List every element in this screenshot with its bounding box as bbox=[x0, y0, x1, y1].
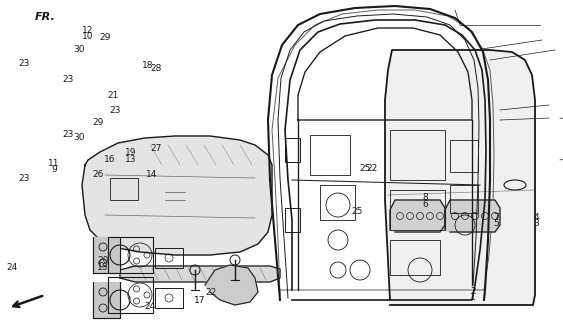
Polygon shape bbox=[93, 282, 120, 318]
Polygon shape bbox=[390, 200, 445, 232]
Polygon shape bbox=[93, 237, 120, 273]
Text: 10: 10 bbox=[82, 32, 93, 41]
Bar bbox=[155, 288, 183, 308]
Text: 24: 24 bbox=[7, 263, 18, 272]
Bar bbox=[285, 208, 300, 232]
Bar bbox=[450, 140, 478, 172]
Text: 23: 23 bbox=[62, 76, 73, 84]
Text: FR.: FR. bbox=[35, 12, 56, 22]
Text: 17: 17 bbox=[194, 296, 205, 305]
Polygon shape bbox=[205, 265, 258, 305]
Text: 22: 22 bbox=[205, 288, 216, 297]
Text: 29: 29 bbox=[92, 118, 104, 127]
Text: 1: 1 bbox=[470, 293, 476, 302]
Bar bbox=[320, 185, 355, 220]
Text: 24: 24 bbox=[144, 302, 155, 311]
Text: 25: 25 bbox=[359, 164, 370, 173]
Polygon shape bbox=[445, 200, 500, 232]
Text: 21: 21 bbox=[107, 92, 118, 100]
Text: 12: 12 bbox=[82, 26, 93, 35]
Bar bbox=[390, 240, 440, 275]
Text: 23: 23 bbox=[18, 174, 29, 183]
Text: 7: 7 bbox=[494, 213, 499, 222]
Text: 15: 15 bbox=[97, 263, 109, 272]
Text: 8: 8 bbox=[423, 193, 428, 202]
Bar bbox=[155, 248, 183, 268]
Text: 6: 6 bbox=[423, 200, 428, 209]
Text: 5: 5 bbox=[494, 220, 499, 228]
Text: 30: 30 bbox=[73, 133, 84, 142]
Text: 20: 20 bbox=[97, 256, 109, 265]
Text: 3: 3 bbox=[533, 220, 539, 228]
Bar bbox=[108, 237, 153, 273]
Text: 29: 29 bbox=[99, 33, 110, 42]
Polygon shape bbox=[385, 50, 535, 305]
Polygon shape bbox=[120, 266, 280, 282]
Text: 23: 23 bbox=[110, 106, 121, 115]
Polygon shape bbox=[82, 136, 272, 255]
Text: 2: 2 bbox=[470, 287, 476, 296]
Bar bbox=[450, 185, 478, 213]
Text: 26: 26 bbox=[92, 170, 104, 179]
Bar bbox=[108, 277, 153, 313]
Text: 25: 25 bbox=[351, 207, 363, 216]
Bar bbox=[110, 178, 138, 200]
Text: 30: 30 bbox=[73, 45, 84, 54]
Text: 27: 27 bbox=[151, 144, 162, 153]
Text: 13: 13 bbox=[125, 156, 136, 164]
Bar bbox=[310, 135, 350, 175]
Text: 11: 11 bbox=[48, 159, 60, 168]
Text: 22: 22 bbox=[366, 164, 377, 173]
Text: 19: 19 bbox=[125, 148, 136, 157]
Text: 23: 23 bbox=[18, 60, 29, 68]
Text: 9: 9 bbox=[51, 165, 57, 174]
Text: 28: 28 bbox=[151, 64, 162, 73]
Text: 4: 4 bbox=[533, 213, 539, 222]
Text: 18: 18 bbox=[142, 61, 153, 70]
Text: 23: 23 bbox=[62, 130, 73, 139]
Bar bbox=[390, 130, 445, 180]
Bar bbox=[285, 138, 300, 162]
Text: 16: 16 bbox=[104, 156, 115, 164]
Text: 14: 14 bbox=[146, 170, 158, 179]
Bar bbox=[390, 190, 445, 230]
